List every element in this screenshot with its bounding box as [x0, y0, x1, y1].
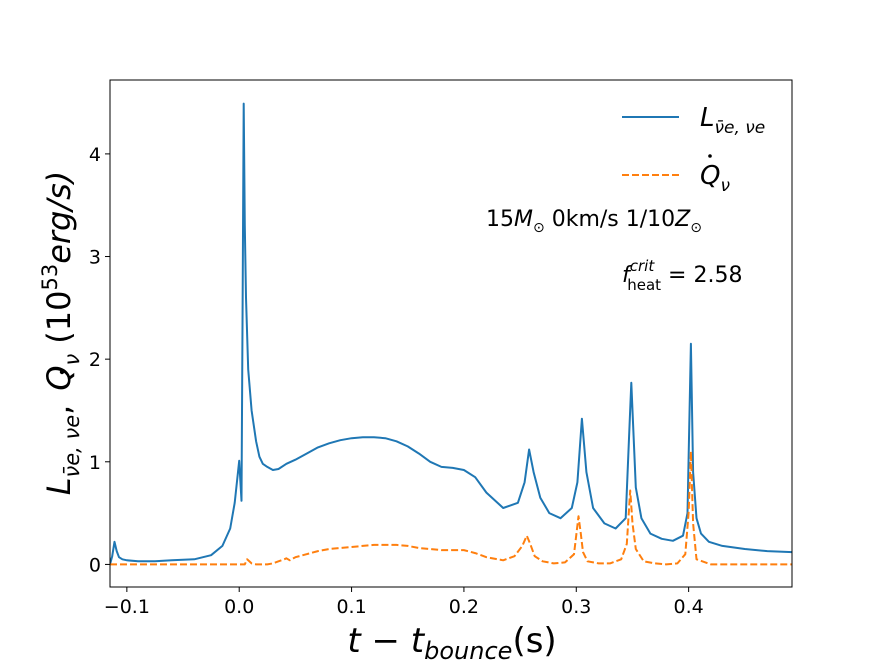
y-tick-label: 0 — [89, 554, 101, 576]
x-tick-label: 0.2 — [449, 596, 479, 618]
y-tick-label: 1 — [89, 452, 101, 474]
y-tick-label: 3 — [89, 247, 101, 269]
x-tick-label: −0.1 — [104, 596, 150, 618]
x-tick-label: 0.1 — [336, 596, 366, 618]
x-tick-label: 0.0 — [224, 596, 254, 618]
x-axis: −0.1 0.0 0.1 0.2 0.3 0.4 — [104, 587, 704, 618]
y-label-q-dot — [59, 369, 65, 375]
y-tick-label: 4 — [89, 144, 101, 166]
x-tick-label: 0.4 — [674, 596, 704, 618]
y-axis: 0 1 2 3 4 — [89, 144, 110, 576]
x-axis-label: t − tbounce(s) — [347, 621, 556, 660]
annotation-fheat: fcrit heat = 2.58 — [622, 257, 742, 294]
plot-frame — [109, 79, 793, 588]
legend: Lν̄e, νe Qν — [622, 103, 765, 196]
x-tick-label: 0.3 — [561, 596, 591, 618]
legend-q-dot — [708, 154, 712, 158]
legend-label-heating: Qν — [700, 161, 730, 196]
series-layer — [110, 102, 792, 566]
annotation-model: 15M⊙ 0km/s 1/10Z⊙ — [486, 207, 702, 236]
series-line-heating — [110, 450, 792, 566]
y-axis-label: Lν̄e, νe,Qν(1053erg/s) — [38, 171, 84, 496]
legend-label-luminosity: Lν̄e, νe — [700, 103, 765, 138]
y-tick-label: 2 — [89, 349, 101, 371]
series-line-luminosity — [110, 102, 792, 565]
